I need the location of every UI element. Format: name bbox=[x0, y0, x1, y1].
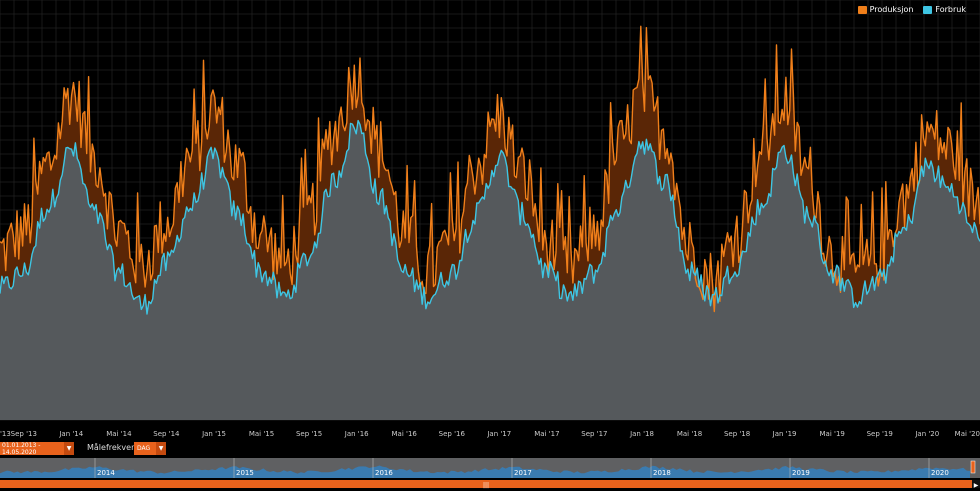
navigator-year-labels: 2014 2015 2016 2017 2018 2019 2020 bbox=[94, 458, 949, 478]
legend: Produksjon Forbruk bbox=[857, 5, 966, 14]
x-tick-label: Mai '14 bbox=[106, 430, 132, 438]
navigator-year-label: 2019 bbox=[792, 469, 810, 477]
chart-area: '13 Sep '13 Jan '14 Mai '14 Sep '14 Jan '15 Ma… bbox=[0, 0, 980, 440]
x-tick-label: Jan '14 bbox=[58, 430, 83, 438]
navigator-year-label: 2017 bbox=[514, 469, 532, 477]
x-tick-label: Jan '18 bbox=[629, 430, 654, 438]
chevron-down-icon[interactable]: ▼ bbox=[156, 442, 166, 455]
x-tick-label: '13 bbox=[0, 430, 11, 438]
navigator-year-label: 2020 bbox=[931, 469, 949, 477]
x-tick-label: Sep '13 bbox=[11, 430, 37, 438]
x-tick-label: Mai '19 bbox=[820, 430, 845, 438]
legend-consumption-label: Forbruk bbox=[935, 5, 966, 14]
scrollbar-grip[interactable]: ||| bbox=[483, 482, 489, 489]
navigator-year-label: 2014 bbox=[97, 469, 115, 477]
frequency-value: DAG bbox=[137, 445, 151, 452]
chart-fills bbox=[0, 26, 980, 421]
x-tick-label: Jan '19 bbox=[772, 430, 797, 438]
navigator-handle-right[interactable] bbox=[970, 460, 976, 474]
frequency-select[interactable]: DAG ▼ bbox=[134, 442, 166, 455]
series-line-production bbox=[0, 25, 980, 313]
navigator-year-label: 2016 bbox=[375, 469, 393, 477]
series-line-consumption bbox=[0, 119, 980, 315]
chevron-down-icon[interactable]: ▼ bbox=[64, 442, 74, 455]
control-bar: 01.01.2013 - 14.05.2020 ▼ Målefrekvens: … bbox=[0, 441, 980, 457]
x-tick-label: Sep '19 bbox=[867, 430, 893, 438]
legend-production-label: Produksjon bbox=[869, 5, 914, 14]
date-range-select[interactable]: 01.01.2013 - 14.05.2020 ▼ bbox=[0, 441, 74, 456]
consumption-swatch-icon bbox=[923, 5, 933, 14]
navigator-year-label: 2018 bbox=[653, 469, 671, 477]
right-arrow-icon[interactable]: ▶ bbox=[974, 482, 979, 489]
navigator-area bbox=[0, 465, 970, 478]
x-tick-label: Mai '15 bbox=[249, 430, 274, 438]
scrollbar-track[interactable] bbox=[0, 480, 972, 488]
navigator-year-label: 2015 bbox=[236, 469, 254, 477]
frequency-label: Målefrekvens: bbox=[87, 443, 144, 452]
legend-item-consumption[interactable]: Forbruk bbox=[923, 5, 966, 14]
x-tick-label: Mai '18 bbox=[677, 430, 702, 438]
x-tick-label: Mai '16 bbox=[392, 430, 418, 438]
x-tick-label: Jan '16 bbox=[344, 430, 369, 438]
x-tick-label: Jan '20 bbox=[914, 430, 939, 438]
navigator[interactable]: 2014 2015 2016 2017 2018 2019 2020 ||| ▶ bbox=[0, 458, 980, 491]
x-tick-label: Sep '16 bbox=[439, 430, 466, 438]
series-lines bbox=[0, 25, 980, 315]
date-range-value: 01.01.2013 - 14.05.2020 bbox=[2, 441, 41, 456]
x-tick-label: Sep '18 bbox=[724, 430, 750, 438]
x-tick-label: Mai '17 bbox=[534, 430, 559, 438]
x-tick-label: Jan '15 bbox=[201, 430, 226, 438]
x-tick-label: Jan '17 bbox=[486, 430, 511, 438]
x-axis-tick-labels: '13 Sep '13 Jan '14 Mai '14 Sep '14 Jan '15 Ma… bbox=[0, 430, 980, 438]
x-tick-label: Sep '17 bbox=[581, 430, 607, 438]
scrollbar-right-arrow-button[interactable] bbox=[972, 480, 980, 488]
legend-item-production[interactable]: Produksjon bbox=[857, 5, 914, 14]
x-tick-label: Sep '15 bbox=[296, 430, 322, 438]
navigator-series bbox=[0, 465, 970, 478]
production-swatch-icon bbox=[857, 5, 867, 14]
consumption-area bbox=[0, 120, 980, 420]
x-tick-label: Sep '14 bbox=[153, 430, 180, 438]
x-tick-label: Mai '20 bbox=[955, 430, 980, 438]
